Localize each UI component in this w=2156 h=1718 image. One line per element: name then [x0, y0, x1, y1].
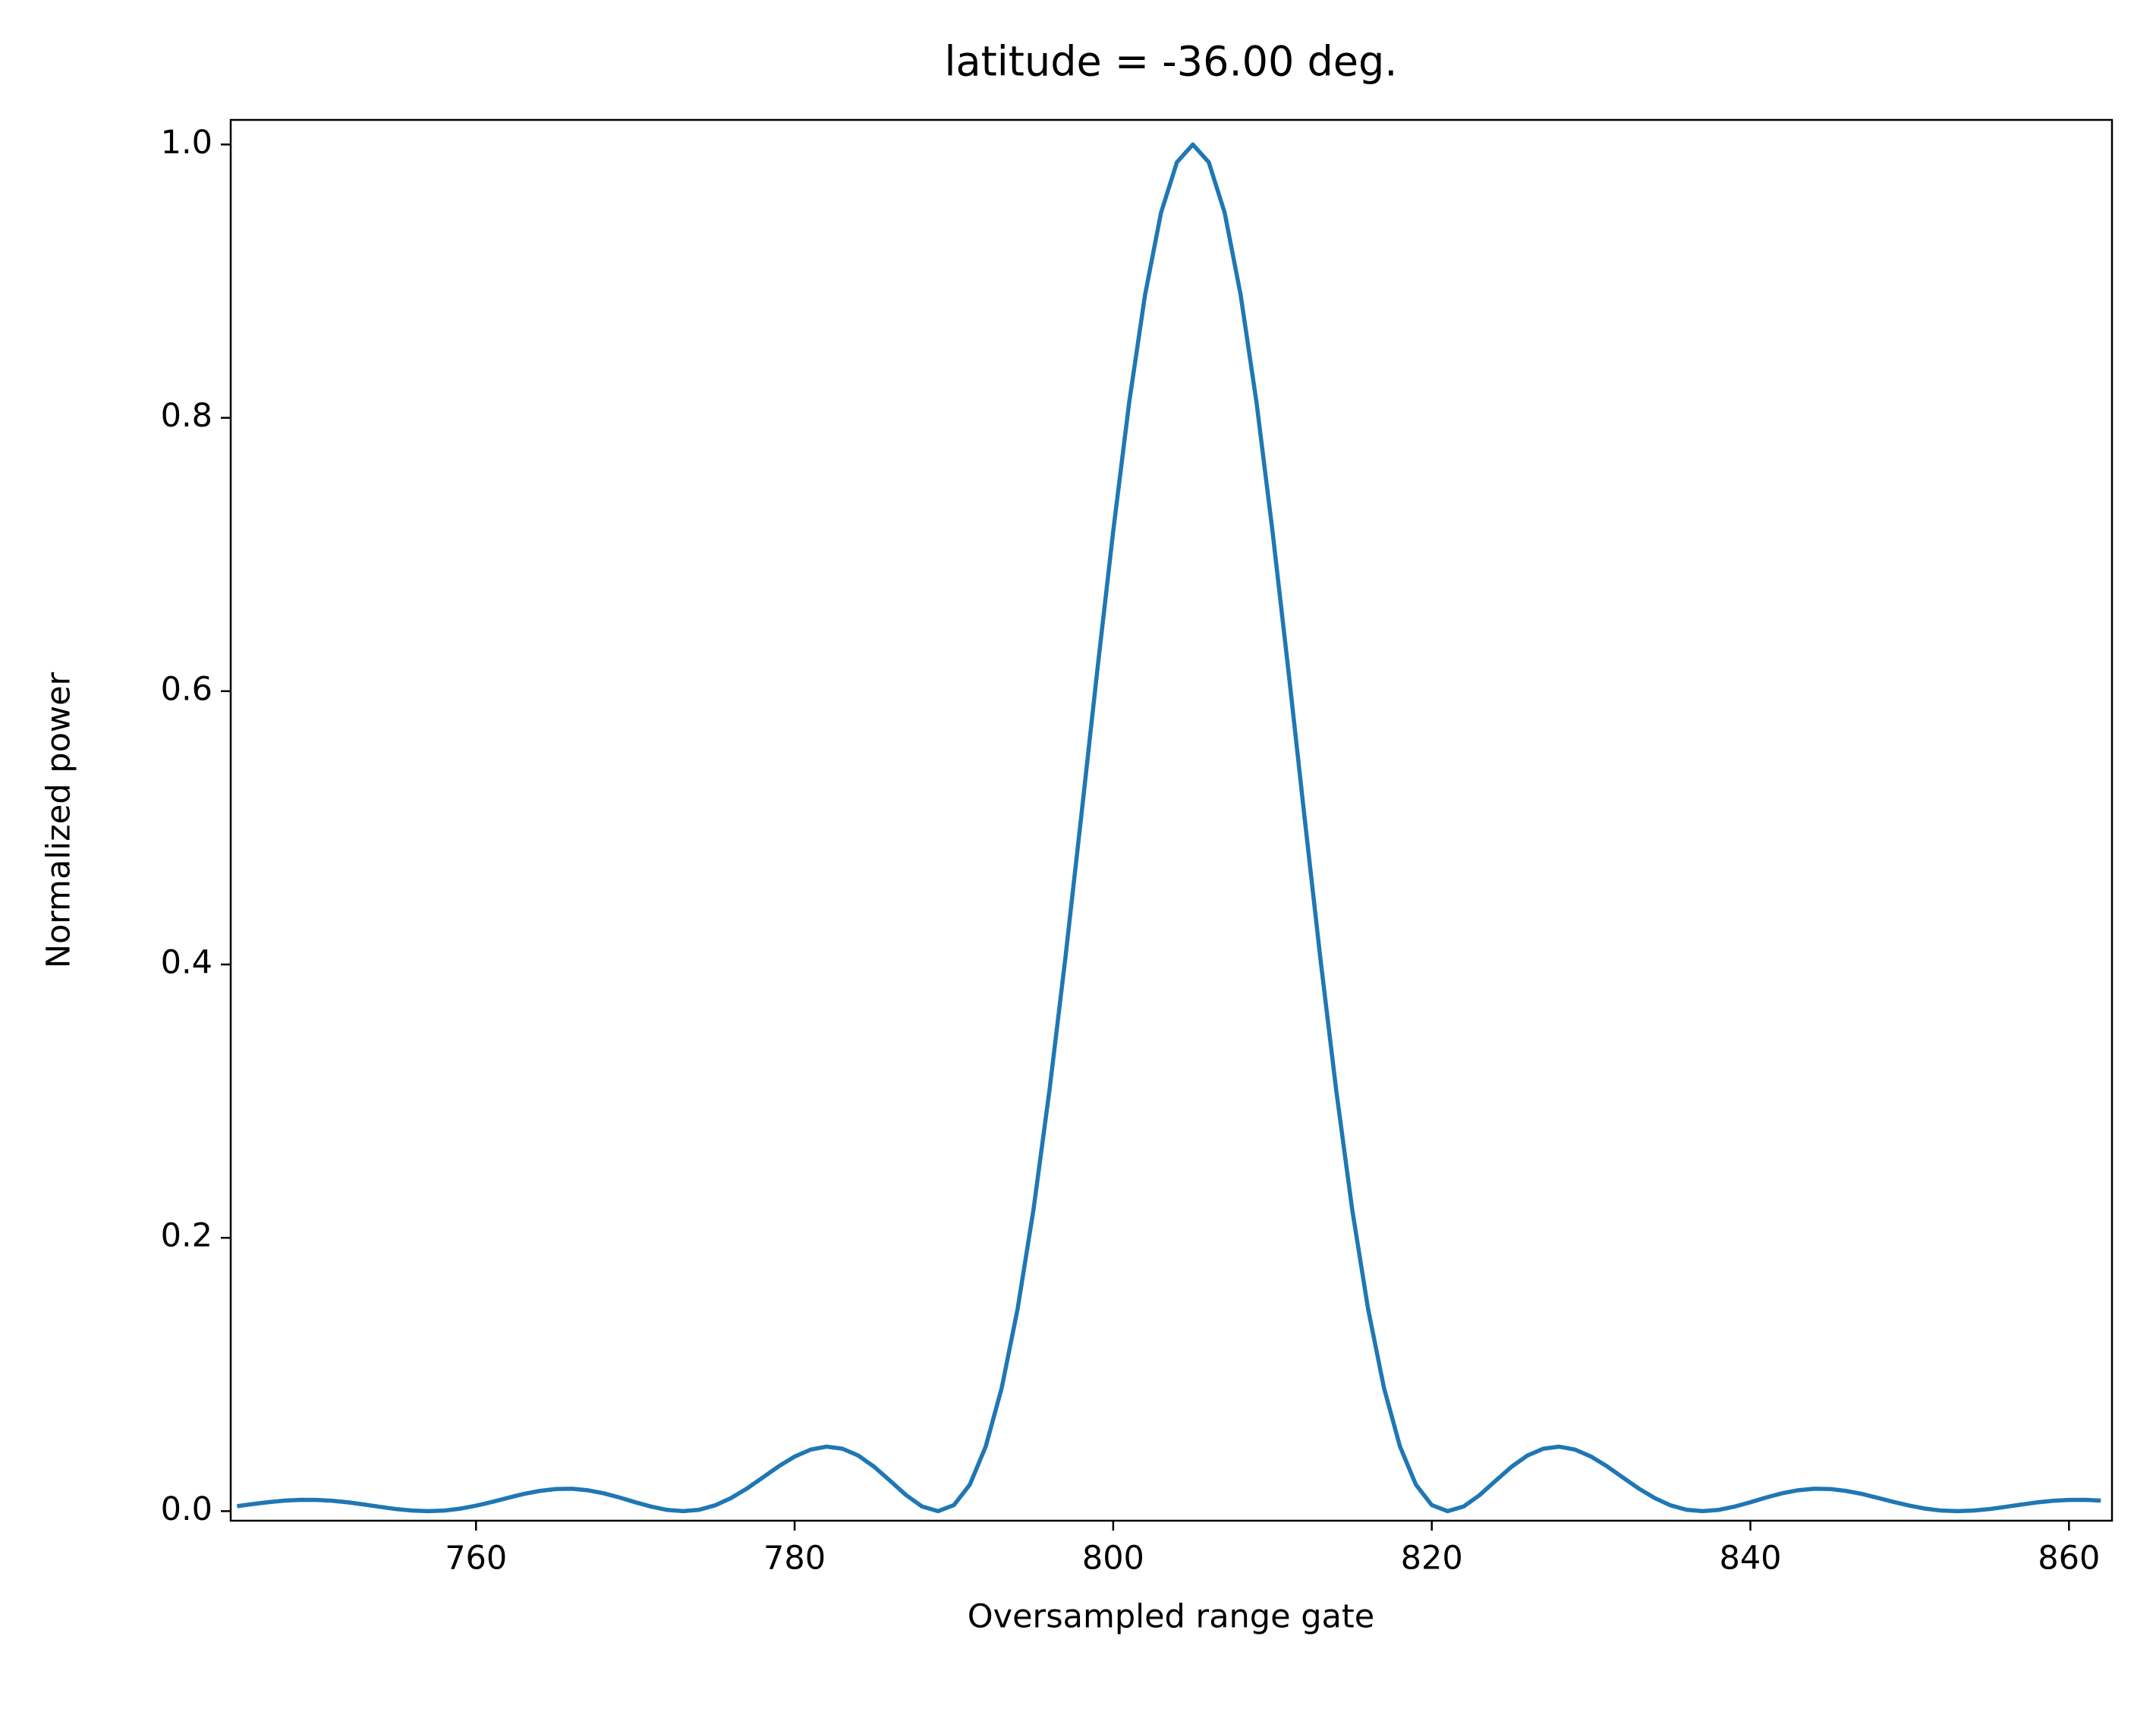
chart-title: latitude = -36.00 deg.	[945, 38, 1398, 86]
y-tick-label: 1.0	[161, 124, 212, 162]
x-tick-label: 760	[445, 1540, 507, 1578]
y-axis-label: Normalized power	[40, 672, 78, 968]
y-tick-label: 0.8	[161, 397, 212, 435]
x-tick-label: 820	[1401, 1540, 1463, 1578]
x-tick-label: 800	[1082, 1540, 1144, 1578]
x-axis-label: Oversampled range gate	[968, 1598, 1374, 1636]
x-tick-label: 780	[763, 1540, 826, 1578]
data-line	[237, 142, 2101, 1514]
y-tick-label: 0.4	[161, 944, 212, 982]
x-tick-label: 860	[2038, 1540, 2100, 1578]
y-tick-label: 0.6	[161, 670, 212, 708]
x-tick-label: 840	[1719, 1540, 1781, 1578]
y-tick-label: 0.0	[161, 1490, 212, 1528]
y-tick-label: 0.2	[161, 1217, 212, 1255]
plot-frame	[229, 118, 2114, 1522]
